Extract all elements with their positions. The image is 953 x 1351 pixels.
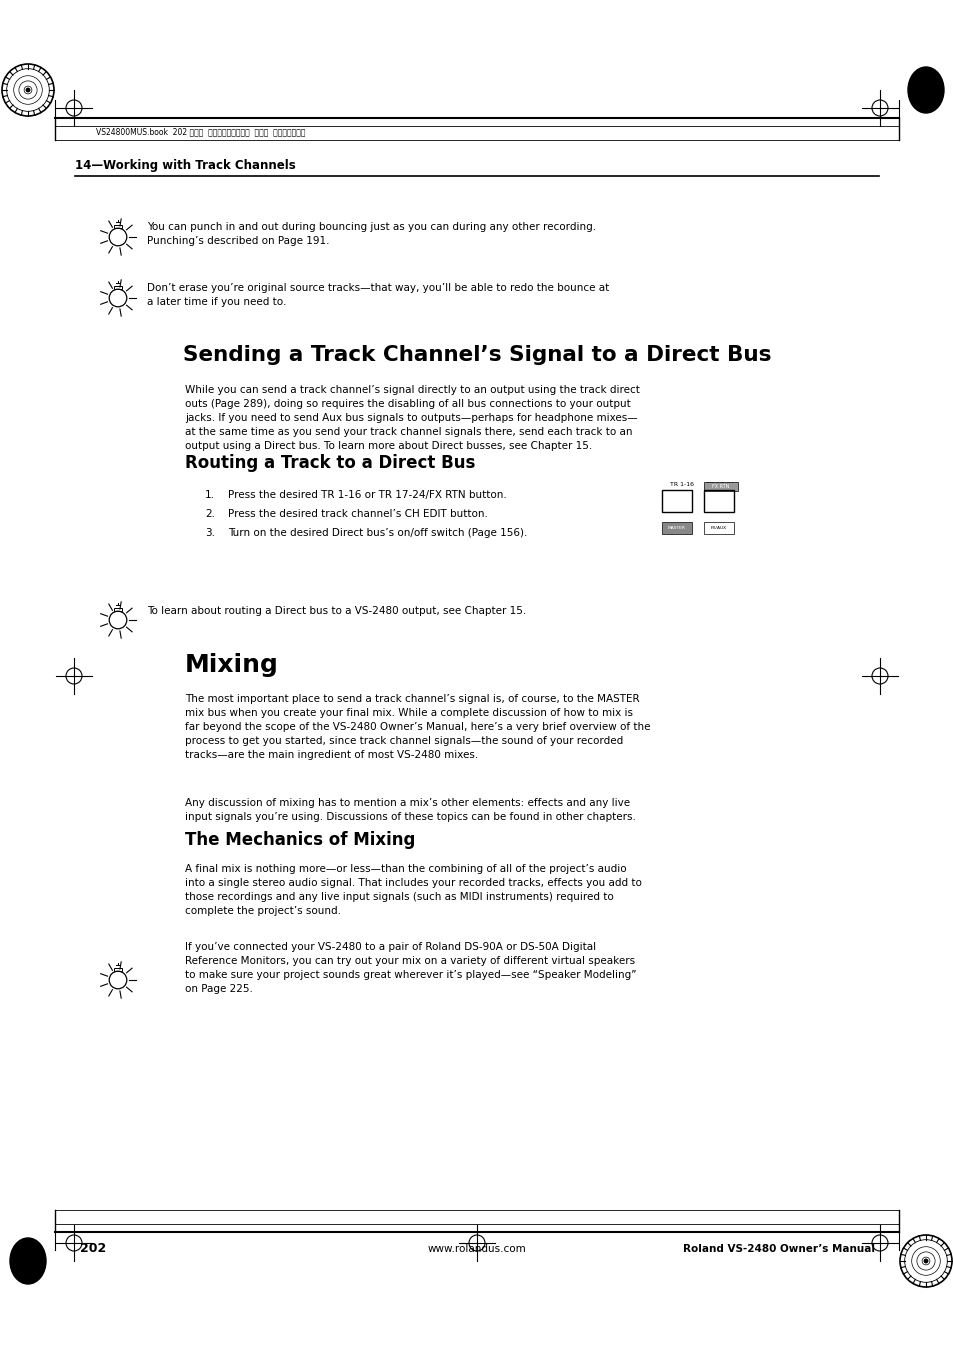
Text: Press the desired TR 1-16 or TR 17-24/FX RTN button.: Press the desired TR 1-16 or TR 17-24/FX… <box>228 490 506 500</box>
Bar <box>113 226 122 228</box>
Text: www.rolandus.com: www.rolandus.com <box>427 1244 526 1254</box>
Text: 14—Working with Track Channels: 14—Working with Track Channels <box>75 159 295 172</box>
Ellipse shape <box>907 68 943 113</box>
Text: If you’ve connected your VS-2480 to a pair of Roland DS-90A or DS-50A Digital
Re: If you’ve connected your VS-2480 to a pa… <box>185 942 636 994</box>
Text: Turn on the desired Direct bus’s on/off switch (Page 156).: Turn on the desired Direct bus’s on/off … <box>228 528 527 538</box>
Text: You can punch in and out during bouncing just as you can during any other record: You can punch in and out during bouncing… <box>147 222 596 246</box>
Text: 3.: 3. <box>205 528 214 538</box>
Text: While you can send a track channel’s signal directly to an output using the trac: While you can send a track channel’s sig… <box>185 385 639 451</box>
Bar <box>703 482 738 490</box>
Text: The Mechanics of Mixing: The Mechanics of Mixing <box>185 831 415 848</box>
Bar <box>703 521 733 534</box>
Bar <box>703 490 733 512</box>
Text: TR 1-16: TR 1-16 <box>669 482 693 486</box>
Text: MASTER: MASTER <box>667 526 685 530</box>
Text: VS24800MUS.book  202 ページ  ２００６年２月７日  火曜日  午後４時１６分: VS24800MUS.book 202 ページ ２００６年２月７日 火曜日 午後… <box>96 127 305 136</box>
Text: Sending a Track Channel’s Signal to a Direct Bus: Sending a Track Channel’s Signal to a Di… <box>183 345 770 365</box>
Text: Mixing: Mixing <box>185 653 278 677</box>
Text: Any discussion of mixing has to mention a mix’s other elements: effects and any : Any discussion of mixing has to mention … <box>185 798 636 821</box>
Text: To learn about routing a Direct bus to a VS-2480 output, see Chapter 15.: To learn about routing a Direct bus to a… <box>147 607 526 616</box>
Text: 202: 202 <box>80 1243 106 1255</box>
Text: 1.: 1. <box>205 490 214 500</box>
Bar <box>113 608 122 611</box>
Text: The most important place to send a track channel’s signal is, of course, to the : The most important place to send a track… <box>185 694 650 761</box>
Bar <box>113 286 122 289</box>
Circle shape <box>903 1240 946 1282</box>
Text: Routing a Track to a Direct Bus: Routing a Track to a Direct Bus <box>185 454 475 471</box>
Circle shape <box>7 69 50 111</box>
Ellipse shape <box>10 1238 46 1283</box>
Bar <box>661 490 691 512</box>
Text: A final mix is nothing more—or less—than the combining of all of the project’s a: A final mix is nothing more—or less—than… <box>185 865 641 916</box>
Text: Press the desired track channel’s CH EDIT button.: Press the desired track channel’s CH EDI… <box>228 509 487 519</box>
Text: FX/AUX: FX/AUX <box>710 526 726 530</box>
Text: FX RTN: FX RTN <box>712 484 729 489</box>
Circle shape <box>923 1259 927 1263</box>
Text: Don’t erase you’re original source tracks—that way, you’ll be able to redo the b: Don’t erase you’re original source track… <box>147 282 609 307</box>
Text: Roland VS-2480 Owner’s Manual: Roland VS-2480 Owner’s Manual <box>682 1244 874 1254</box>
Text: 2.: 2. <box>205 509 214 519</box>
Circle shape <box>26 88 30 92</box>
Text: TR 17-24: TR 17-24 <box>705 482 734 486</box>
Bar <box>113 969 122 971</box>
Bar <box>661 521 691 534</box>
